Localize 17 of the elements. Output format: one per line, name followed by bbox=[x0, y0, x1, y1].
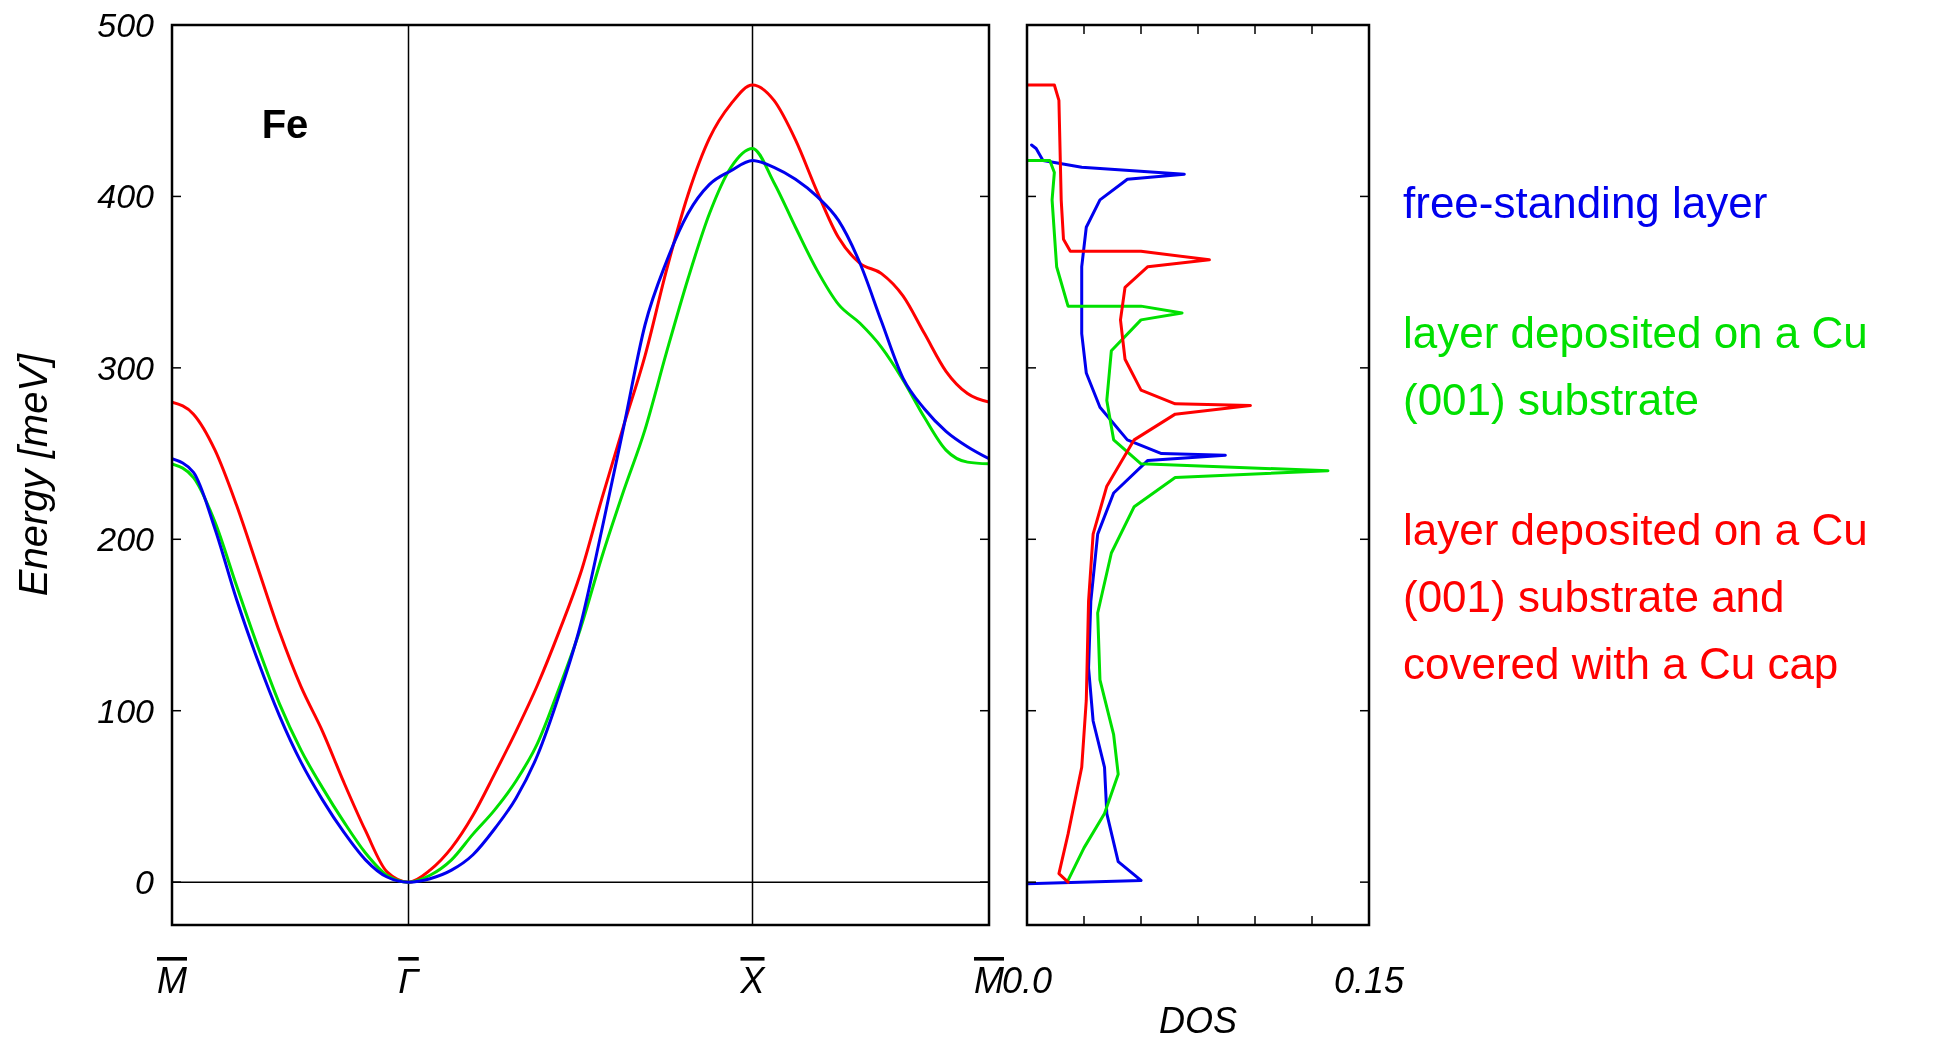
x-tick-label: Γ bbox=[398, 960, 421, 1001]
y-tick-label: 500 bbox=[97, 5, 155, 44]
y-tick-label: 300 bbox=[97, 348, 155, 387]
y-axis-title: Energy [meV] bbox=[11, 352, 55, 597]
y-tick-label: 200 bbox=[96, 520, 155, 559]
y-tick-label: 0 bbox=[135, 863, 155, 902]
x-tick-label: M bbox=[157, 960, 187, 1001]
x-tick-label: 0.15 bbox=[1333, 960, 1406, 1001]
text: free-standing layer bbox=[1403, 178, 1768, 227]
x-tick-label: M bbox=[974, 960, 1004, 1001]
x-axis-title: DOS bbox=[1158, 1000, 1238, 1041]
y-tick-label: 100 bbox=[97, 691, 155, 730]
y-tick-label: 400 bbox=[97, 177, 155, 216]
text: layer deposited on a Cu (001) substrate bbox=[1403, 308, 1868, 424]
text: layer deposited on a Cu (001) substrate and covered with a Cu cap bbox=[1403, 505, 1868, 688]
x-tick-label: X bbox=[739, 960, 767, 1001]
annotation: Fe bbox=[261, 102, 309, 146]
